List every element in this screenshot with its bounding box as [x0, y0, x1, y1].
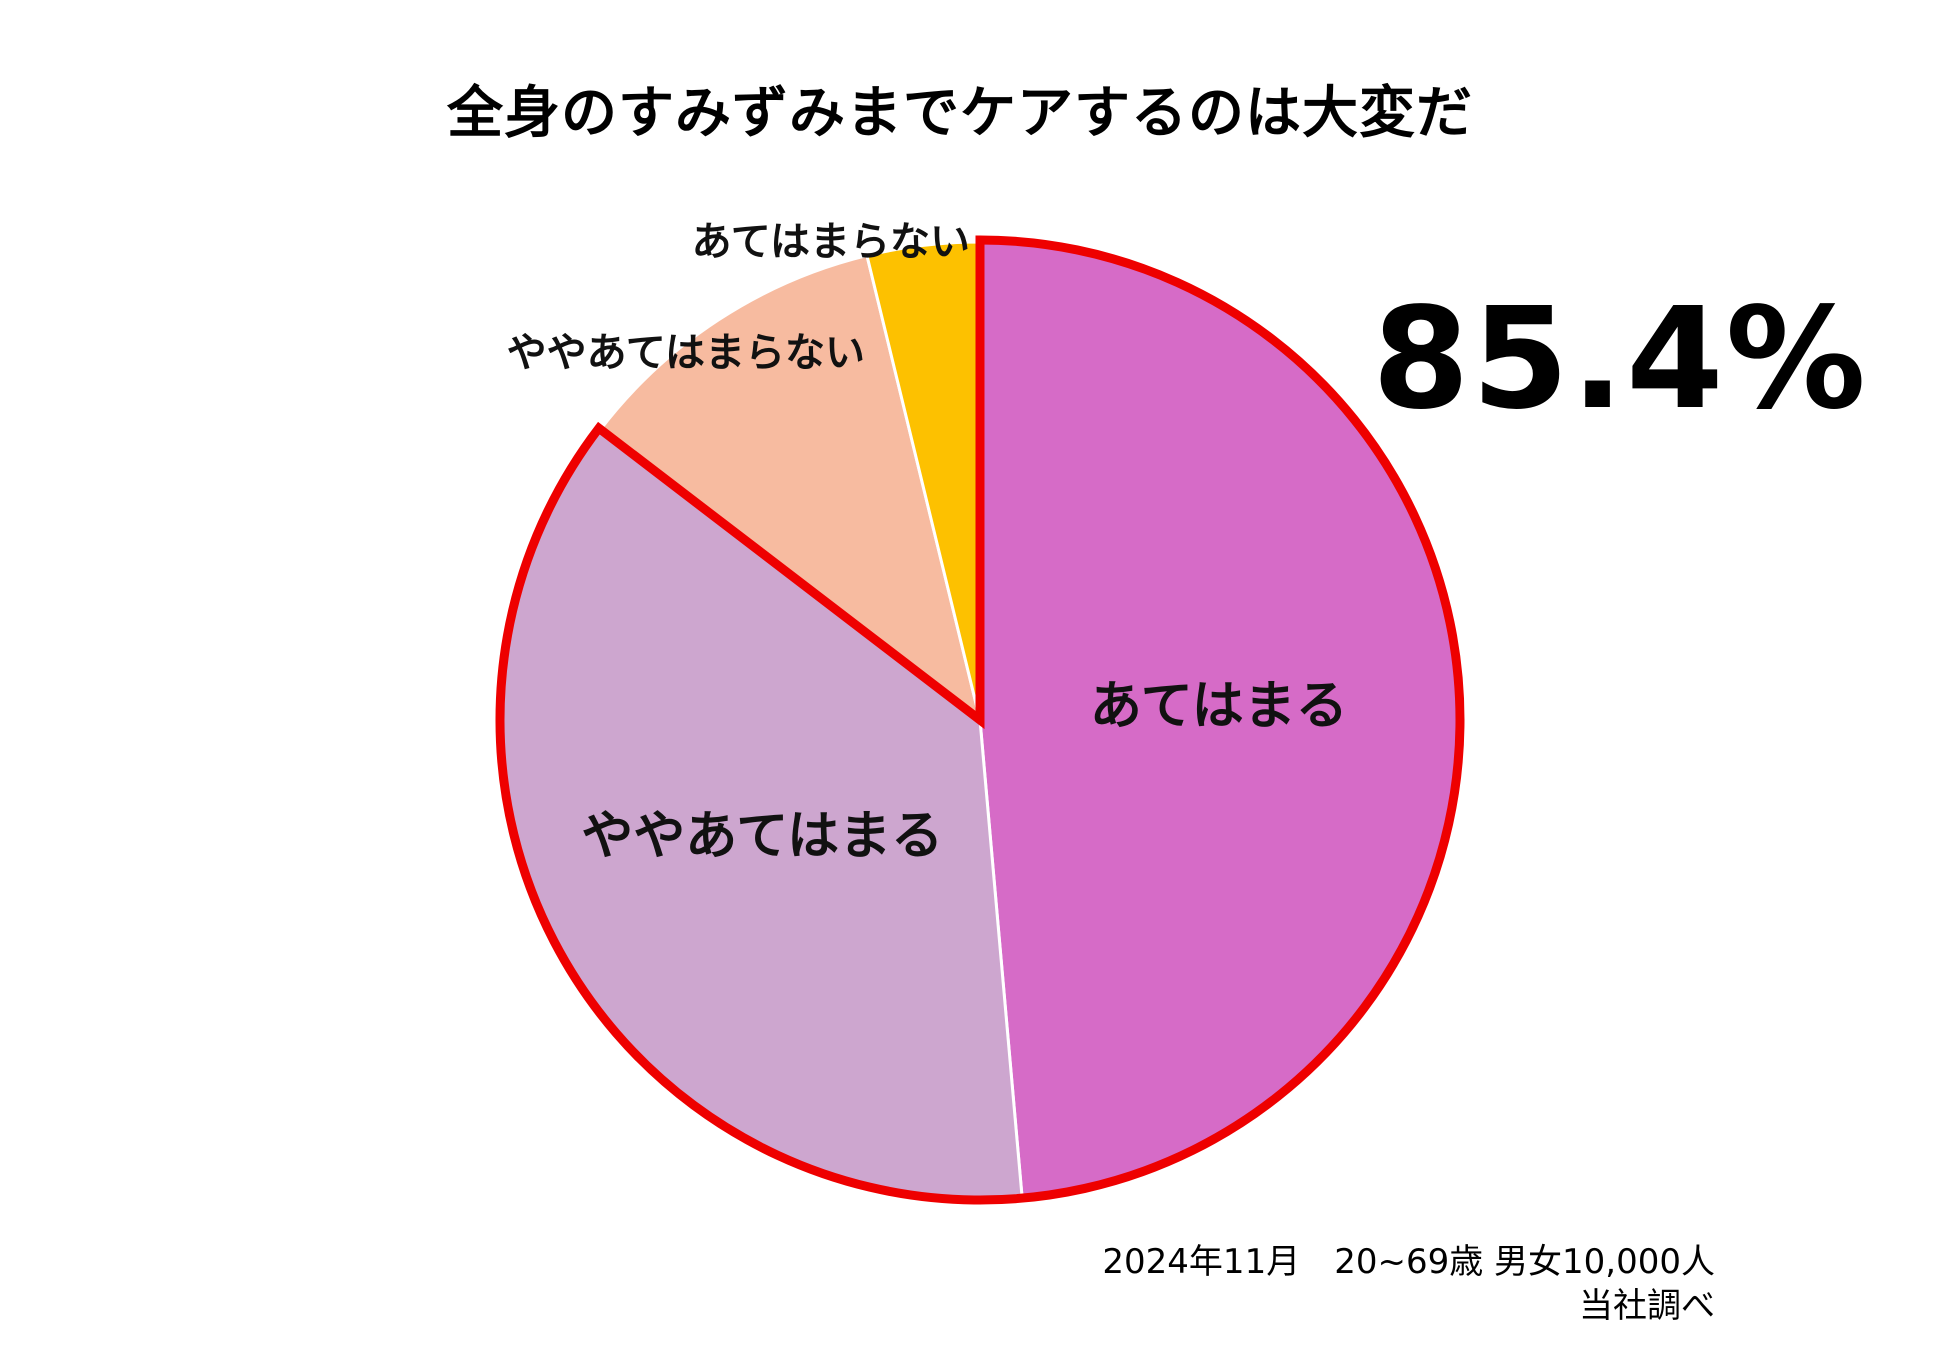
chart-title: 全身のすみずみまでケアするのは大変だ: [447, 81, 1473, 146]
source-line-attribution: 当社調べ: [1579, 1286, 1715, 1326]
highlight-outline: [495, 235, 1465, 1205]
slice-3-wedge: [598, 253, 983, 724]
highlight-outline-path: [495, 235, 1465, 1205]
slice-4-label: あてはまらない: [692, 219, 970, 265]
slice-3-label: ややあてはまらない: [507, 330, 865, 376]
slice-2-label: ややあてはまる: [581, 807, 943, 867]
source-line-survey: 2024年11月 20~69歳 男女10,000人: [1102, 1242, 1715, 1282]
source-note: 2024年11月 20~69歳 男女10,000人 当社調べ: [1102, 1240, 1715, 1328]
highlight-callout: 85.4%: [1372, 278, 1868, 441]
slice-1-label: あてはまる: [1090, 677, 1348, 737]
